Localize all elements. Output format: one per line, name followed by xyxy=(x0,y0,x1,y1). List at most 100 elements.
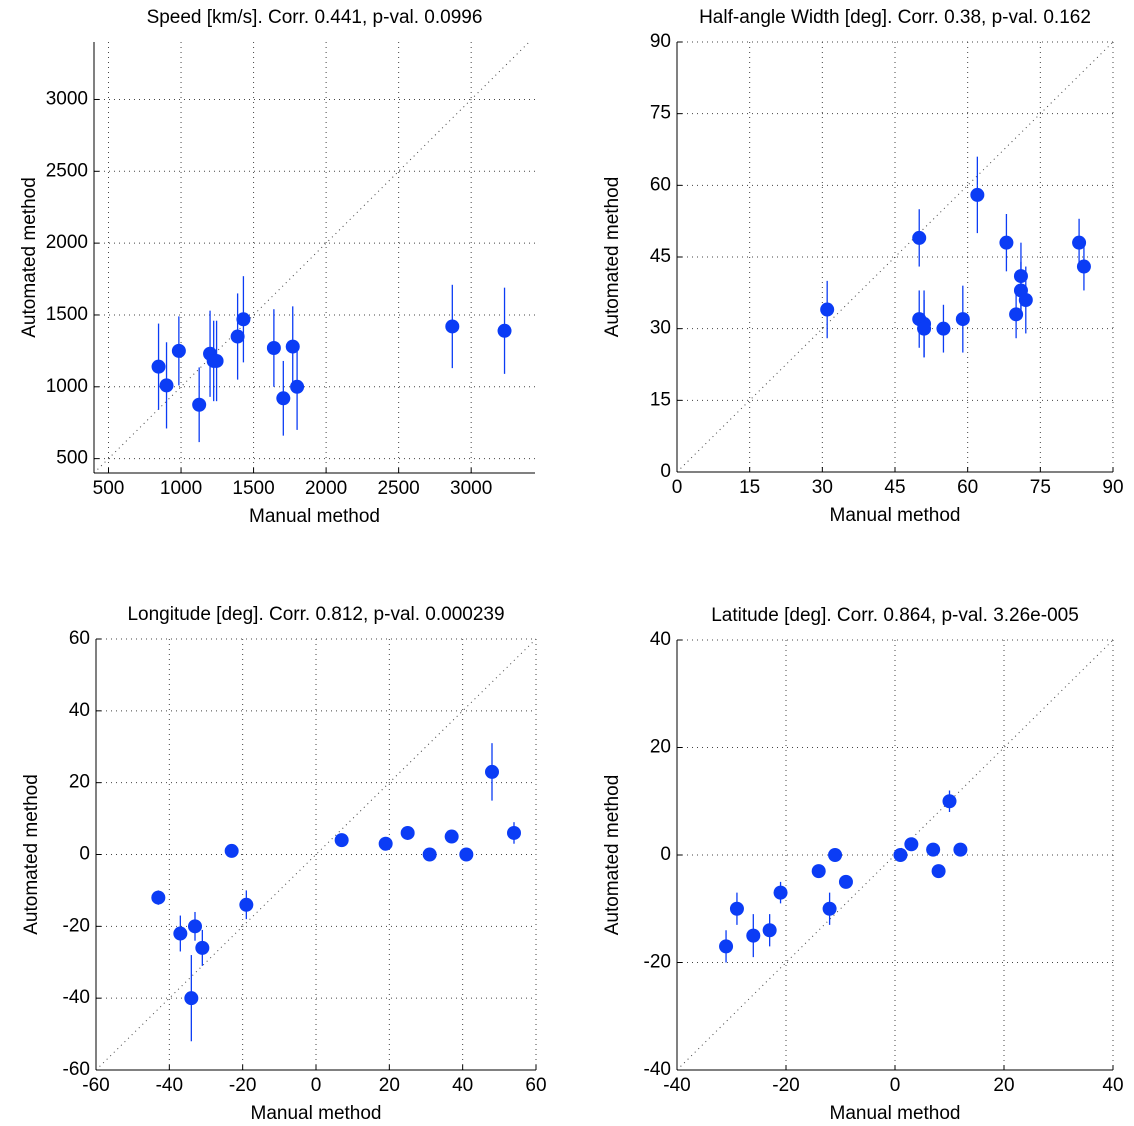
point xyxy=(936,321,951,336)
x-tick-label: 3000 xyxy=(450,478,492,499)
x-tick-label: 2500 xyxy=(377,478,419,499)
x-tick-label: 30 xyxy=(812,477,833,498)
point xyxy=(378,836,393,851)
x-tick-label: 500 xyxy=(93,478,125,499)
y-tick-label: -40 xyxy=(644,1059,671,1080)
y-tick-label: -60 xyxy=(63,1059,90,1080)
x-axis-label: Manual method xyxy=(830,1103,961,1124)
point xyxy=(151,890,166,905)
point xyxy=(729,901,744,916)
x-axis-label: Manual method xyxy=(830,505,961,526)
y-tick-label: 40 xyxy=(69,700,90,721)
y-tick-label: 30 xyxy=(650,318,671,339)
x-tick-label: 15 xyxy=(739,477,760,498)
point xyxy=(820,302,835,317)
point xyxy=(459,847,474,862)
chart-title: Half-angle Width [deg]. Corr. 0.38, p-va… xyxy=(699,7,1091,28)
point xyxy=(230,329,245,344)
point xyxy=(970,187,985,202)
point xyxy=(912,230,927,245)
point xyxy=(904,837,919,852)
x-tick-label: 20 xyxy=(379,1075,400,1096)
x-axis-label: Manual method xyxy=(249,506,380,527)
y-tick-label: -20 xyxy=(63,915,90,936)
y-axis-label: Automated method xyxy=(602,775,623,936)
identity-line xyxy=(93,41,530,474)
identity-line xyxy=(676,639,1114,1071)
x-tick-label: 60 xyxy=(957,477,978,498)
point xyxy=(171,343,186,358)
identity-line xyxy=(676,41,1114,473)
point xyxy=(926,842,941,857)
y-tick-label: 1000 xyxy=(46,376,88,397)
x-tick-label: -60 xyxy=(82,1075,109,1096)
x-tick-label: 40 xyxy=(1102,1075,1123,1096)
y-tick-label: 40 xyxy=(650,629,671,650)
point xyxy=(151,359,166,374)
y-tick-label: 60 xyxy=(69,628,90,649)
y-tick-label: 1500 xyxy=(46,304,88,325)
point xyxy=(497,323,512,338)
point xyxy=(1013,269,1028,284)
x-tick-label: 1000 xyxy=(160,478,202,499)
chart-title: Speed [km/s]. Corr. 0.441, p-val. 0.0996 xyxy=(147,7,483,28)
point xyxy=(444,829,459,844)
point xyxy=(236,312,251,327)
point xyxy=(822,901,837,916)
y-tick-label: 2500 xyxy=(46,160,88,181)
point xyxy=(192,397,207,412)
point xyxy=(485,764,499,779)
y-axis-label: Automated method xyxy=(19,177,40,338)
point xyxy=(334,833,349,848)
x-tick-label: 2000 xyxy=(305,478,347,499)
y-tick-label: 0 xyxy=(79,844,90,865)
point xyxy=(266,341,281,356)
y-tick-label: 60 xyxy=(650,174,671,195)
x-axis-label: Manual method xyxy=(251,1103,382,1124)
chart-title: Longitude [deg]. Corr. 0.812, p-val. 0.0… xyxy=(127,604,504,625)
point xyxy=(159,378,174,393)
x-tick-label: 1500 xyxy=(232,478,274,499)
x-tick-label: 75 xyxy=(1030,477,1051,498)
point xyxy=(400,825,415,840)
x-tick-label: -20 xyxy=(229,1075,256,1096)
y-tick-label: 0 xyxy=(660,844,671,865)
point xyxy=(224,843,239,858)
point xyxy=(828,848,843,862)
point xyxy=(209,353,224,368)
y-tick-label: 20 xyxy=(69,772,90,793)
point xyxy=(762,923,777,938)
point xyxy=(1076,259,1091,274)
y-tick-label: 3000 xyxy=(46,88,88,109)
x-tick-label: 40 xyxy=(452,1075,473,1096)
y-tick-label: -20 xyxy=(644,952,671,973)
y-tick-label: -40 xyxy=(63,987,90,1008)
point xyxy=(1009,307,1024,322)
chart-title: Latitude [deg]. Corr. 0.864, p-val. 3.26… xyxy=(711,605,1079,626)
point xyxy=(445,319,460,334)
point xyxy=(239,897,254,912)
y-tick-label: 2000 xyxy=(46,232,88,253)
point xyxy=(893,848,908,862)
point xyxy=(507,825,521,840)
y-tick-label: 20 xyxy=(650,737,671,758)
point xyxy=(1018,293,1033,307)
point xyxy=(811,864,826,879)
point xyxy=(955,312,970,327)
point xyxy=(942,794,957,809)
x-tick-label: -40 xyxy=(663,1075,690,1096)
y-tick-label: 90 xyxy=(650,31,671,52)
point xyxy=(276,391,291,406)
x-tick-label: -20 xyxy=(772,1075,799,1096)
point xyxy=(188,919,202,934)
y-axis-label: Automated method xyxy=(602,177,623,338)
x-tick-label: 20 xyxy=(993,1075,1014,1096)
point xyxy=(719,939,734,954)
point xyxy=(746,928,761,943)
point xyxy=(422,847,437,862)
x-tick-label: 90 xyxy=(1102,477,1123,498)
x-tick-label: -40 xyxy=(156,1075,183,1096)
point xyxy=(838,874,853,889)
point xyxy=(285,339,300,354)
